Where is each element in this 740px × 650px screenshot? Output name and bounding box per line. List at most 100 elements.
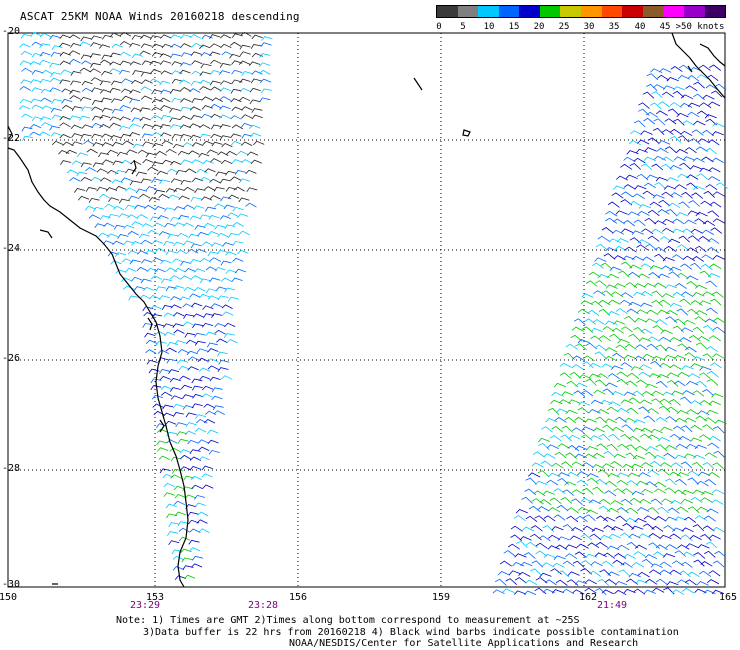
wind-barb (632, 455, 645, 460)
wind-barb (115, 269, 127, 274)
wind-barb (205, 288, 217, 294)
wind-barb (586, 446, 599, 451)
wind-barb (566, 507, 579, 514)
wind-barb (149, 78, 161, 84)
wind-barb (614, 581, 628, 586)
wind-barb (151, 394, 164, 400)
wind-barb (605, 210, 618, 217)
wind-barb (129, 61, 141, 66)
wind-barb (232, 222, 244, 227)
wind-barb (142, 286, 155, 292)
wind-barb (633, 551, 646, 557)
wind-barb (659, 336, 672, 343)
wind-barb (129, 98, 141, 104)
wind-barb (666, 581, 679, 586)
wind-barb (177, 349, 190, 354)
wind-barb (594, 379, 607, 387)
wind-barb (638, 337, 651, 342)
map-title: ASCAT 25KM NOAA Winds 20160218 descendin… (20, 10, 300, 23)
wind-barb (51, 114, 63, 120)
wind-barb (101, 142, 113, 147)
wind-barb (604, 355, 617, 362)
wind-barb (199, 124, 211, 129)
wind-barb (623, 184, 636, 190)
wind-barb (216, 351, 228, 357)
wind-barb (166, 358, 178, 364)
wind-barb (677, 343, 689, 351)
wind-barb (114, 252, 127, 257)
wind-barb (646, 73, 659, 81)
wind-barb (641, 462, 654, 468)
wind-barb (608, 299, 621, 305)
wind-barb (261, 88, 272, 94)
wind-barb (620, 299, 633, 306)
wind-barb (509, 570, 522, 575)
wind-barb (706, 370, 719, 378)
wind-barb (547, 545, 560, 550)
wind-barb (19, 43, 31, 48)
wind-barb (170, 124, 182, 129)
wind-barb (705, 118, 718, 126)
wind-barb (546, 444, 559, 449)
wind-barb (691, 129, 704, 136)
wind-barb (80, 36, 92, 42)
wind-barb (39, 59, 51, 65)
color-swatch (478, 6, 499, 17)
wind-barb (166, 431, 178, 437)
wind-barb (701, 490, 714, 496)
wind-barb (551, 426, 564, 433)
wind-barb (677, 244, 689, 251)
wind-barb (705, 184, 718, 191)
wind-barb (595, 541, 608, 548)
wind-barb (675, 148, 689, 154)
wind-barb (692, 454, 705, 460)
wind-barb (581, 462, 594, 468)
wind-barb (159, 375, 171, 381)
wind-barb (497, 571, 511, 576)
wind-barb (179, 79, 191, 84)
wind-barb (91, 100, 103, 106)
wind-barb (670, 192, 683, 198)
wind-barb (686, 380, 699, 386)
wind-barb (651, 290, 663, 298)
wind-barb (542, 562, 555, 568)
wind-barb (129, 89, 141, 94)
wind-barb (699, 366, 712, 371)
wind-barb (113, 224, 125, 230)
wind-barb (138, 233, 151, 239)
wind-barb (163, 312, 175, 317)
wind-barb (232, 206, 244, 212)
wind-barb (106, 233, 119, 238)
color-swatch (683, 6, 705, 17)
wind-barb (674, 489, 687, 496)
wind-barb (159, 80, 171, 86)
wind-barb (639, 498, 652, 505)
wind-barb (251, 114, 263, 120)
wind-barb (680, 327, 694, 333)
wind-barb (507, 543, 520, 550)
wind-barb (518, 571, 531, 577)
wind-barb (674, 184, 688, 190)
wind-barb (525, 515, 538, 523)
wind-barb (131, 117, 143, 123)
wind-barb (638, 108, 650, 116)
wind-barb (664, 487, 677, 494)
wind-barb (561, 425, 573, 433)
wind-barb (190, 80, 202, 86)
wind-barb (90, 42, 102, 47)
wind-barb (60, 160, 72, 166)
wind-barb (109, 52, 121, 58)
wind-barb (655, 176, 668, 182)
wind-barb (628, 140, 641, 146)
wind-barb (230, 115, 242, 120)
wind-barb (170, 34, 182, 40)
wind-barb (581, 560, 593, 567)
wind-barb (633, 588, 646, 595)
wind-barb (686, 182, 698, 190)
wind-barb (250, 44, 262, 50)
wind-barb (633, 291, 646, 297)
wind-barb (708, 101, 721, 107)
wind-barb (70, 71, 82, 76)
wind-barb (211, 242, 223, 247)
wind-barb (601, 290, 614, 298)
